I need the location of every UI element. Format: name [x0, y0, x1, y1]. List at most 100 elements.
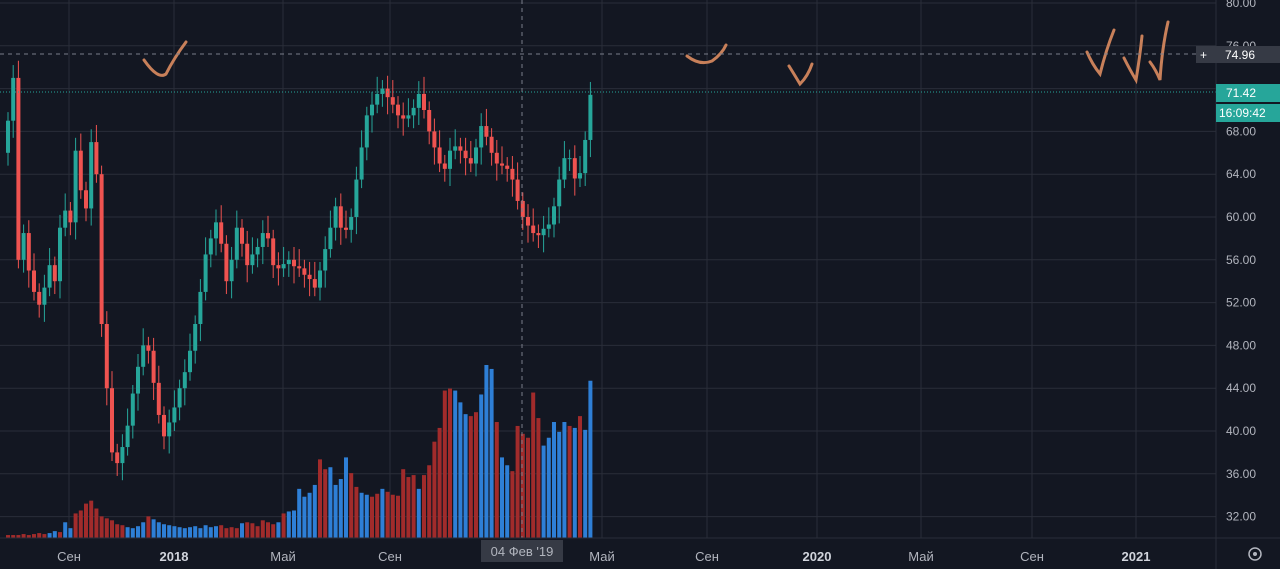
volume-bar [468, 416, 473, 538]
settings-gear-center[interactable] [1253, 552, 1257, 556]
volume-bar [130, 528, 135, 538]
candle-body [229, 259, 234, 282]
candle-body [172, 407, 177, 423]
y-tick-label: 64.00 [1226, 167, 1256, 181]
volume-bar [182, 528, 187, 538]
volume-bar [21, 534, 26, 538]
annotation-check-mark [142, 40, 188, 77]
volume-bar [557, 431, 562, 538]
y-tick-label: 68.00 [1226, 124, 1256, 138]
candle-body [354, 179, 359, 217]
y-tick-label: 32.00 [1226, 510, 1256, 524]
candle-body [520, 200, 525, 217]
volume-bar [42, 534, 47, 538]
volume-bar [167, 525, 172, 538]
candle-body [463, 150, 468, 159]
volume-bar [375, 493, 380, 538]
volume-bar [588, 380, 593, 538]
annotation-check-mark [1148, 20, 1170, 81]
candle-body [11, 77, 16, 121]
volume-bar [208, 527, 213, 538]
volume-bar [281, 513, 286, 538]
volume-bar [442, 390, 447, 538]
candle-body [167, 422, 172, 437]
candle-body [458, 146, 463, 151]
volume-bar [370, 496, 374, 538]
candle-body [328, 227, 333, 250]
candle-body [338, 206, 343, 228]
candle-body [583, 139, 588, 174]
candle-body [188, 350, 192, 373]
annotations [142, 20, 1170, 87]
volume-bar [552, 422, 556, 538]
volume-bar [437, 427, 442, 538]
candle-body [120, 447, 125, 464]
volume-bar [214, 526, 218, 538]
last-price-label: 71.42 [1226, 86, 1256, 100]
candle-body [234, 227, 239, 260]
annotation-check-mark [787, 62, 814, 87]
x-tick-label: Сен [1020, 549, 1044, 564]
volume-bar [510, 471, 515, 538]
crosshair-price-background [1196, 46, 1280, 63]
candle-body [479, 126, 484, 148]
candle-body [297, 266, 302, 269]
candle-body [484, 126, 489, 137]
candle-body [198, 291, 203, 324]
volume-bar [250, 523, 255, 538]
volume-bar [84, 503, 88, 538]
candle-body [26, 233, 31, 271]
candle-body [21, 233, 26, 260]
annotation-check-mark [1085, 28, 1116, 78]
volume-bar [302, 496, 307, 538]
volume-bar [422, 475, 426, 538]
candle-body [6, 120, 10, 153]
volume-bar [474, 412, 478, 538]
candle-body [125, 425, 130, 448]
candle-body [572, 158, 577, 179]
candle-body [578, 173, 582, 179]
volume-bar [531, 392, 536, 538]
volume-bar [11, 535, 16, 538]
candle-body [390, 97, 395, 105]
candle-body [468, 158, 473, 164]
volume-bar [78, 510, 83, 538]
volume-bar [562, 422, 567, 538]
candle-body [515, 179, 520, 201]
annotation-check-mark [1122, 34, 1144, 85]
volume-bar [578, 416, 582, 538]
candle-body [349, 217, 354, 230]
countdown-label: 16:09:42 [1219, 106, 1266, 120]
volume-bar [146, 516, 151, 538]
volume-bar [255, 526, 260, 538]
x-tick-label: 2018 [160, 549, 189, 564]
candle-body [401, 115, 406, 119]
candle-body [494, 152, 499, 164]
y-tick-label: 52.00 [1226, 296, 1256, 310]
y-tick-label: 44.00 [1226, 381, 1256, 395]
y-axis: 80.0076.0072.0068.0064.0060.0056.0052.00… [1215, 0, 1256, 569]
volume-bar [6, 535, 10, 538]
candle-body [260, 233, 265, 247]
candle-body [442, 163, 447, 169]
volume-bar [240, 523, 244, 538]
settings-icon[interactable] [1248, 547, 1262, 561]
volume-bar [411, 475, 416, 538]
candle-body [375, 93, 380, 105]
candle-body [58, 227, 62, 282]
volume-bar [458, 402, 463, 538]
volume-bar [349, 473, 354, 538]
candle-body [68, 210, 73, 223]
candle-body [208, 238, 213, 255]
crosshair-plus-icon: + [1200, 48, 1207, 62]
volume-bar [110, 520, 114, 538]
volume-bar [546, 437, 551, 538]
settings-gear-outline[interactable] [1248, 547, 1262, 561]
candle-body [500, 163, 504, 166]
candle-body [536, 233, 541, 236]
crosshair-price-label: 74.96 [1225, 48, 1255, 62]
volume-bar [489, 368, 494, 538]
candle-body [552, 206, 556, 225]
candle-body [505, 165, 510, 169]
